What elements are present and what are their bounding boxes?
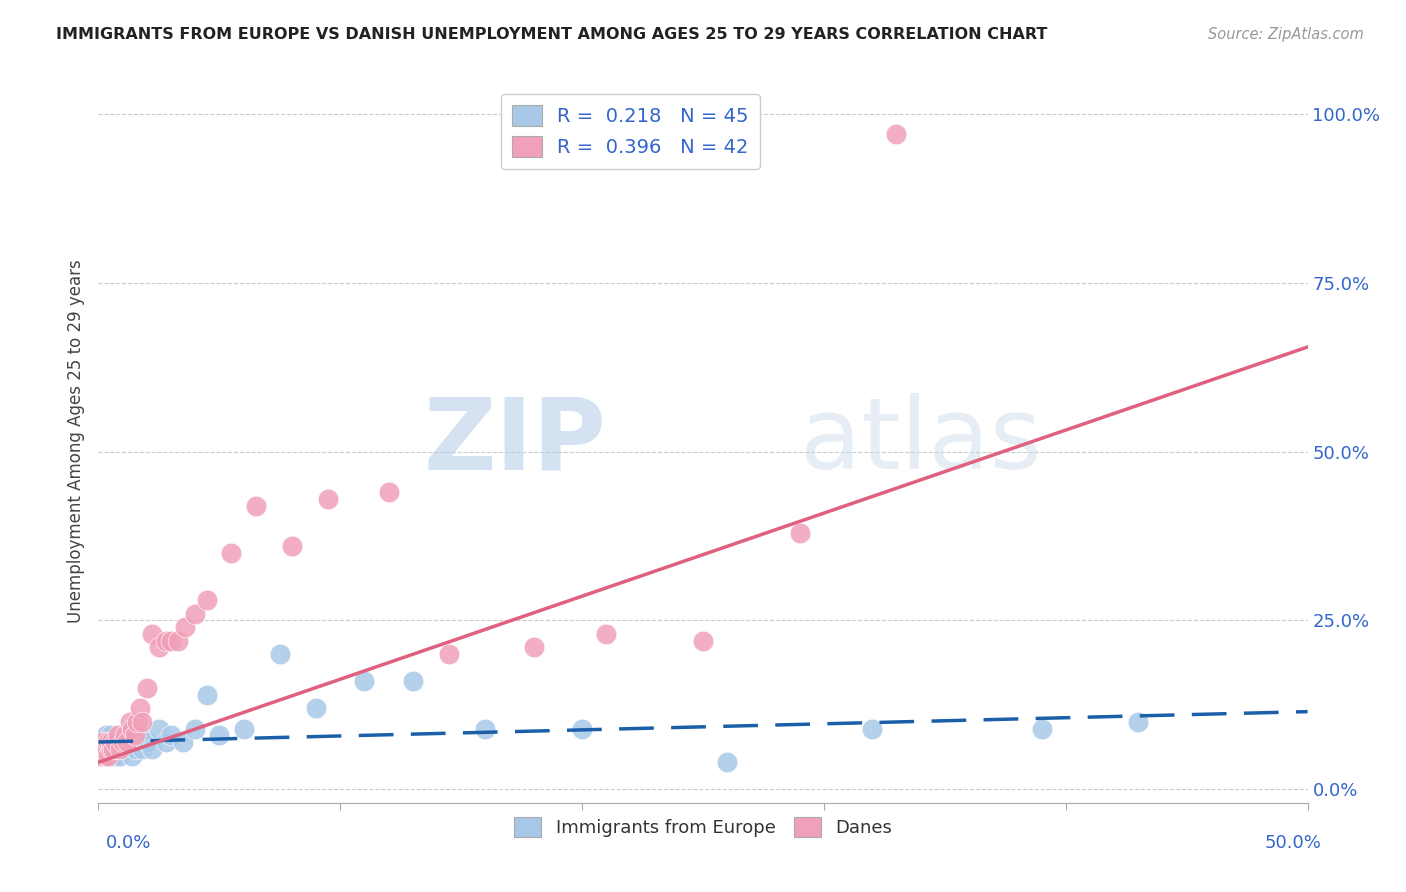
Point <box>148 640 170 655</box>
Point <box>353 674 375 689</box>
Point <box>90 741 112 756</box>
Point <box>135 681 157 695</box>
Point <box>118 714 141 729</box>
Point <box>860 722 883 736</box>
Point <box>124 741 146 756</box>
Point <box>117 741 139 756</box>
Point <box>108 748 131 763</box>
Point <box>127 714 149 729</box>
Point <box>128 701 150 715</box>
Point <box>114 728 136 742</box>
Point <box>91 748 114 763</box>
Point <box>316 491 339 506</box>
Point <box>121 722 143 736</box>
Point <box>523 640 546 655</box>
Point <box>208 728 231 742</box>
Point <box>104 735 127 749</box>
Point <box>692 633 714 648</box>
Point <box>184 607 207 621</box>
Point <box>124 728 146 742</box>
Point <box>886 128 908 142</box>
Text: Source: ZipAtlas.com: Source: ZipAtlas.com <box>1208 27 1364 42</box>
Point <box>131 741 153 756</box>
Point <box>97 735 120 749</box>
Point <box>195 688 218 702</box>
Point <box>107 728 129 742</box>
Point <box>377 485 399 500</box>
Point <box>128 728 150 742</box>
Point <box>94 741 117 756</box>
Point <box>135 735 157 749</box>
Point <box>111 735 134 749</box>
Text: IMMIGRANTS FROM EUROPE VS DANISH UNEMPLOYMENT AMONG AGES 25 TO 29 YEARS CORRELAT: IMMIGRANTS FROM EUROPE VS DANISH UNEMPLO… <box>56 27 1047 42</box>
Point <box>131 714 153 729</box>
Point <box>184 722 207 736</box>
Point <box>101 735 124 749</box>
Point <box>245 499 267 513</box>
Point <box>94 748 117 763</box>
Point <box>97 735 120 749</box>
Point <box>104 748 127 763</box>
Point <box>195 593 218 607</box>
Point <box>155 735 177 749</box>
Point <box>571 722 593 736</box>
Point <box>100 735 122 749</box>
Point <box>91 735 114 749</box>
Point <box>437 647 460 661</box>
Point <box>90 748 112 763</box>
Point <box>101 748 124 763</box>
Point <box>595 627 617 641</box>
Point <box>118 728 141 742</box>
Point <box>305 701 328 715</box>
Point <box>160 633 183 648</box>
Point <box>167 633 190 648</box>
Point <box>107 741 129 756</box>
Point <box>232 722 254 736</box>
Point <box>91 741 114 756</box>
Point <box>155 633 177 648</box>
Legend: Immigrants from Europe, Danes: Immigrants from Europe, Danes <box>506 810 900 845</box>
Text: 0.0%: 0.0% <box>105 834 150 852</box>
Point <box>174 620 197 634</box>
Point <box>402 674 425 689</box>
Point <box>97 748 120 763</box>
Point <box>474 722 496 736</box>
Point <box>91 735 114 749</box>
Point <box>281 539 304 553</box>
Point <box>172 735 194 749</box>
Point <box>1031 722 1053 736</box>
Point <box>114 735 136 749</box>
Point <box>148 722 170 736</box>
Point <box>111 741 134 756</box>
Point <box>94 728 117 742</box>
Point <box>117 735 139 749</box>
Point <box>100 728 122 742</box>
Point <box>107 735 129 749</box>
Point <box>127 735 149 749</box>
Text: atlas: atlas <box>800 393 1042 490</box>
Point <box>104 741 127 756</box>
Point <box>141 627 163 641</box>
Point <box>160 728 183 742</box>
Point <box>100 741 122 756</box>
Point <box>789 525 811 540</box>
Point <box>1128 714 1150 729</box>
Y-axis label: Unemployment Among Ages 25 to 29 years: Unemployment Among Ages 25 to 29 years <box>66 260 84 624</box>
Point <box>221 546 243 560</box>
Point <box>97 748 120 763</box>
Point <box>269 647 291 661</box>
Point <box>100 741 122 756</box>
Point <box>94 741 117 756</box>
Text: 50.0%: 50.0% <box>1265 834 1322 852</box>
Point <box>141 741 163 756</box>
Point <box>108 741 131 756</box>
Point <box>101 741 124 756</box>
Text: ZIP: ZIP <box>423 393 606 490</box>
Point <box>121 748 143 763</box>
Point <box>716 756 738 770</box>
